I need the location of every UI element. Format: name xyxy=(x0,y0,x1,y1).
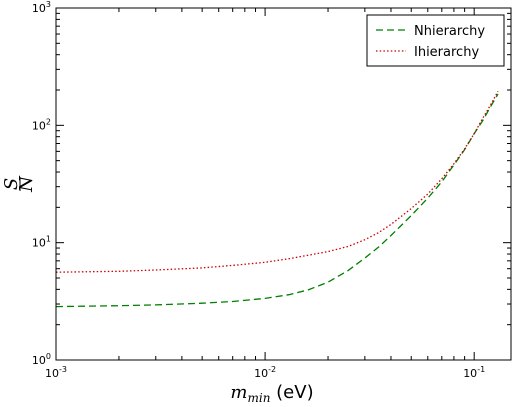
series-line-ihierarchy xyxy=(55,90,499,273)
plot-frame xyxy=(55,7,512,361)
series-line-nhierarchy xyxy=(55,93,499,308)
x-tick-label: 10-1 xyxy=(463,365,485,380)
legend-label-nhierarchy: Nhierarchy xyxy=(414,24,485,39)
y-tick-label: 102 xyxy=(32,117,51,132)
x-tick-label: 10-3 xyxy=(45,365,67,380)
y-axis-label-numerator: S xyxy=(1,178,22,190)
legend-label-ihierarchy: Ihierarchy xyxy=(414,45,479,60)
y-tick-label: 101 xyxy=(32,235,51,250)
y-axis-label: S N xyxy=(1,175,37,193)
x-axis-label-unit: (eV) xyxy=(270,382,313,403)
x-tick-label: 10-2 xyxy=(254,365,276,380)
legend: Nhierarchy Ihierarchy xyxy=(366,14,505,67)
series xyxy=(55,90,499,308)
y-axis-label-denominator: N xyxy=(16,175,37,193)
x-axis-label-sub: min xyxy=(247,391,270,405)
y-tick-label: 100 xyxy=(32,352,51,367)
x-axis-label-math: m xyxy=(230,382,247,403)
y-tick-label: 103 xyxy=(32,0,51,15)
tick-labels: 10-3 10-2 10-1 100 101 102 103 xyxy=(32,0,485,380)
x-axis-label: mmin (eV) xyxy=(230,382,313,405)
legend-box xyxy=(366,14,505,67)
